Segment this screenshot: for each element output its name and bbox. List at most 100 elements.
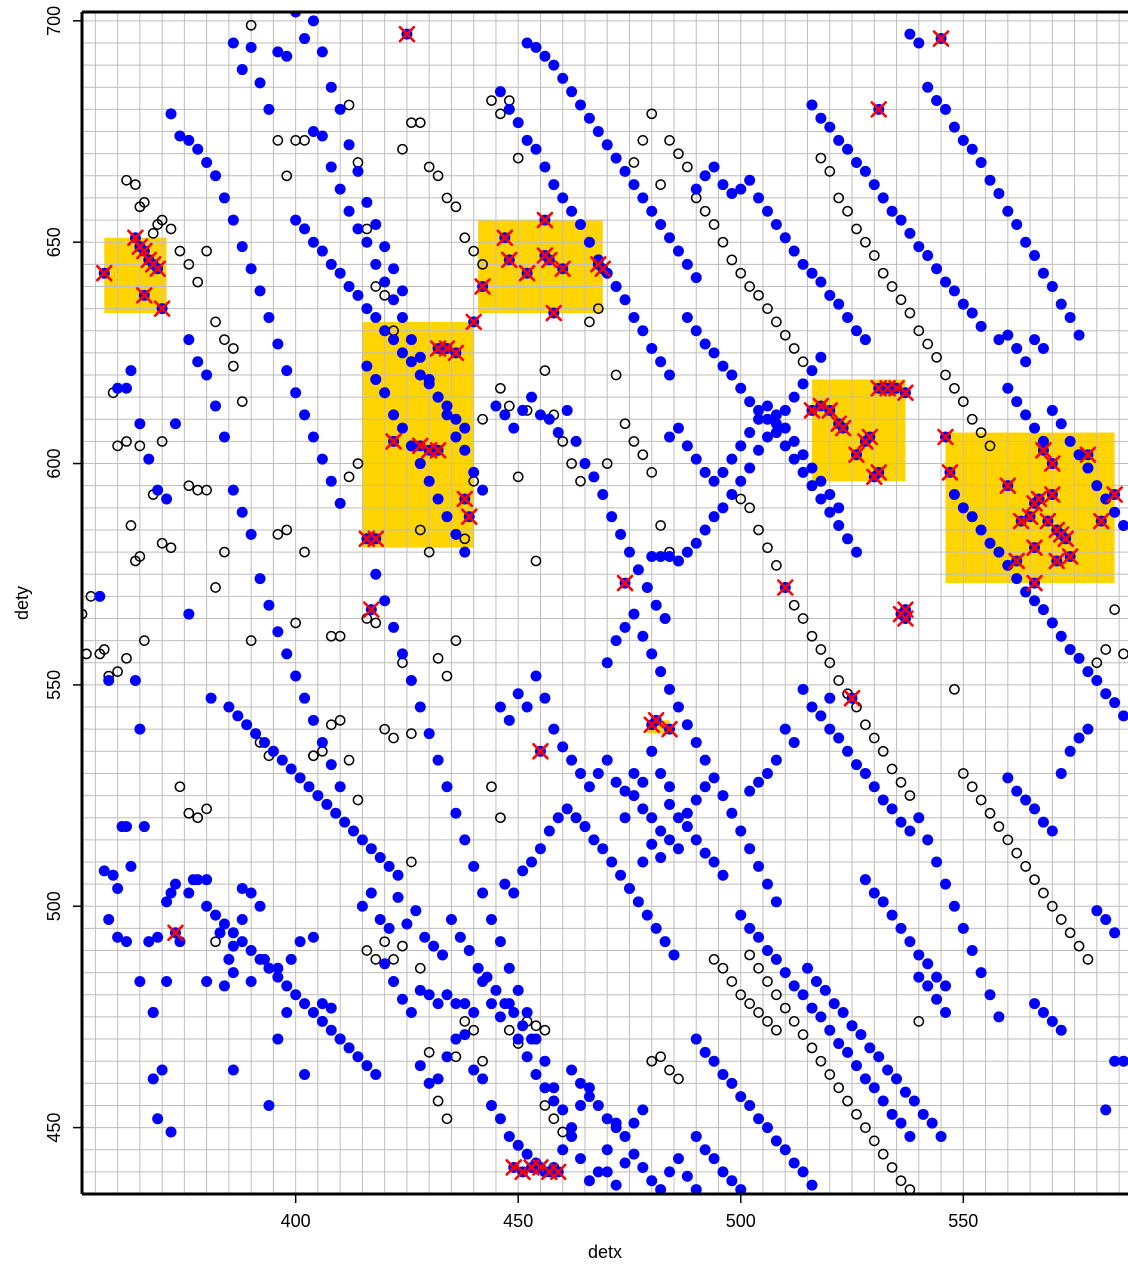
filled-point xyxy=(325,1002,337,1014)
filled-point xyxy=(859,874,871,886)
filled-point xyxy=(592,1166,604,1178)
open-point xyxy=(762,976,773,987)
filled-point xyxy=(299,1068,311,1080)
open-point xyxy=(423,1046,435,1058)
filled-point xyxy=(294,772,306,784)
filled-point xyxy=(503,1130,515,1142)
filled-point xyxy=(214,927,226,939)
filled-point xyxy=(655,1184,667,1194)
filled-point xyxy=(850,546,862,558)
filled-point xyxy=(169,878,181,890)
filled-point xyxy=(842,143,854,155)
open-point xyxy=(423,161,435,173)
filled-point xyxy=(699,754,711,766)
filled-point xyxy=(726,188,738,200)
filled-point xyxy=(619,294,631,306)
open-point xyxy=(877,267,889,279)
open-point xyxy=(432,652,444,664)
open-point xyxy=(495,812,506,824)
filled-point xyxy=(717,179,729,191)
filled-point xyxy=(147,1073,159,1085)
filled-point xyxy=(374,914,386,926)
cross-marker-series xyxy=(95,25,1123,1181)
open-point xyxy=(788,1015,800,1027)
filled-point xyxy=(637,803,649,815)
open-point xyxy=(272,529,284,540)
filled-point xyxy=(699,338,711,350)
filled-point xyxy=(299,409,311,421)
filled-point xyxy=(485,998,497,1010)
filled-point xyxy=(619,165,631,177)
open-point xyxy=(121,436,132,447)
filled-point xyxy=(1064,435,1076,447)
open-point xyxy=(183,480,195,492)
filled-point xyxy=(717,790,729,802)
filled-point xyxy=(468,1006,480,1018)
filled-point xyxy=(561,404,573,416)
filled-point xyxy=(468,860,480,872)
filled-point xyxy=(218,980,230,992)
filled-point xyxy=(788,736,800,748)
filled-point xyxy=(815,475,827,487)
open-point xyxy=(753,289,764,301)
filled-point xyxy=(325,81,337,93)
filled-point xyxy=(583,236,595,248)
filled-point xyxy=(690,272,702,284)
filled-point xyxy=(227,1064,239,1076)
filled-point xyxy=(103,914,115,926)
filled-point xyxy=(1109,506,1121,518)
filled-point xyxy=(392,891,404,903)
filled-point xyxy=(859,165,871,177)
filled-point xyxy=(646,648,658,660)
filled-point xyxy=(877,1095,889,1107)
open-point xyxy=(503,400,515,412)
filled-point xyxy=(223,953,235,965)
filled-point xyxy=(824,506,836,518)
open-point xyxy=(147,227,159,239)
filled-point xyxy=(1029,249,1041,261)
filled-point xyxy=(806,267,818,279)
filled-point xyxy=(806,701,818,713)
filled-point xyxy=(356,900,368,912)
open-point xyxy=(797,613,809,624)
filled-point xyxy=(655,551,667,563)
filled-point xyxy=(931,263,943,275)
filled-point xyxy=(201,874,213,886)
filled-point xyxy=(121,382,133,394)
filled-point xyxy=(770,427,782,439)
open-point xyxy=(370,954,382,965)
x-axis-title: detx xyxy=(588,1242,622,1262)
filled-point xyxy=(183,608,195,620)
open-point xyxy=(779,1002,791,1014)
cross-point xyxy=(661,720,678,738)
filled-point xyxy=(664,798,676,810)
filled-point xyxy=(886,803,898,815)
filled-point xyxy=(828,998,840,1010)
open-point xyxy=(459,1015,471,1027)
filled-point xyxy=(236,64,248,76)
filled-point xyxy=(316,46,328,58)
filled-point xyxy=(1073,652,1085,664)
filled-point xyxy=(307,15,319,27)
filled-point xyxy=(592,767,604,779)
filled-point xyxy=(316,1015,328,1027)
filled-point xyxy=(396,993,408,1005)
open-point xyxy=(486,95,497,106)
filled-point xyxy=(530,41,542,53)
filled-point xyxy=(610,635,622,647)
cross-point xyxy=(1021,508,1039,525)
filled-point xyxy=(761,413,773,425)
filled-point xyxy=(543,413,555,425)
open-point xyxy=(138,635,150,646)
filled-point xyxy=(405,1006,417,1018)
open-point xyxy=(788,599,800,611)
filled-point xyxy=(361,303,373,315)
filled-point xyxy=(779,232,791,244)
open-point xyxy=(904,1184,916,1194)
filled-point xyxy=(499,878,511,890)
filled-point xyxy=(570,812,582,824)
open-point xyxy=(192,812,204,824)
filled-point xyxy=(121,936,133,948)
open-point xyxy=(530,555,542,567)
filled-point xyxy=(147,1006,159,1018)
